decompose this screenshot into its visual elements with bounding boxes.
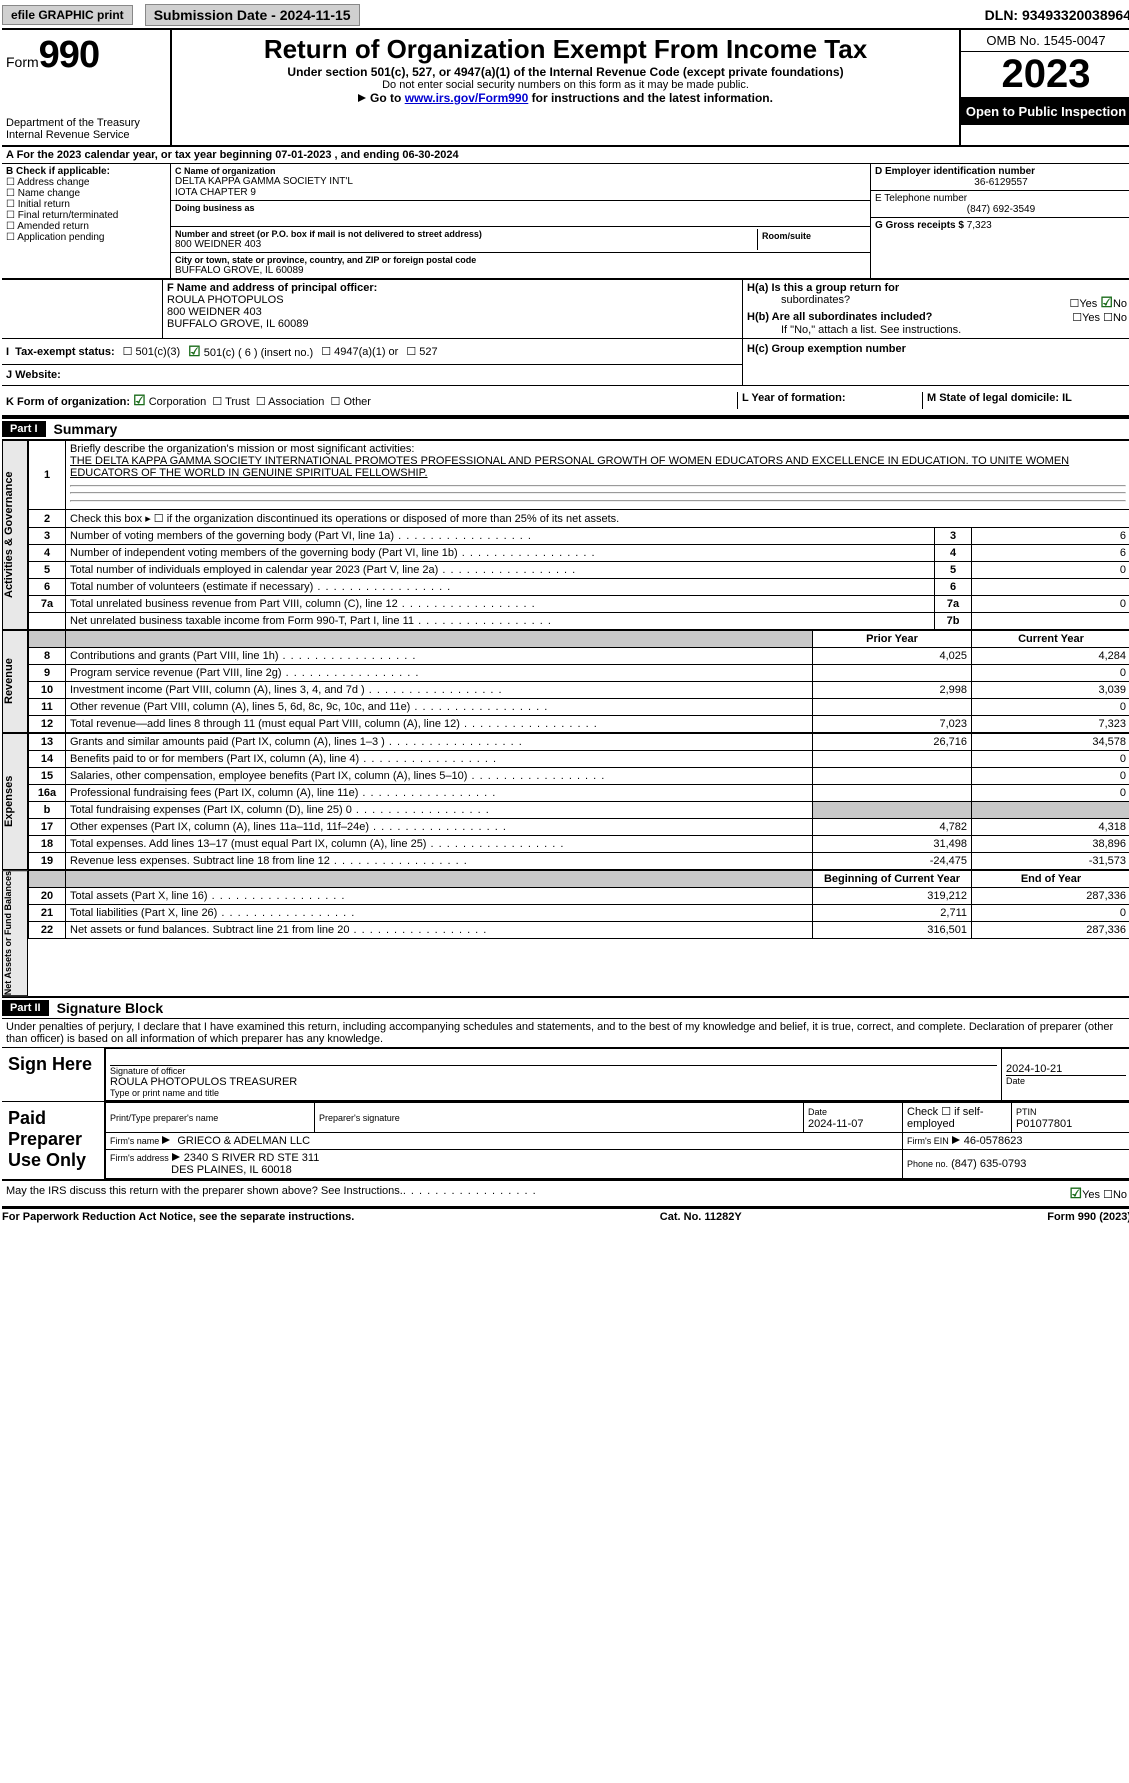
topbar: efile GRAPHIC print Submission Date - 20… [2,2,1129,30]
city: BUFFALO GROVE, IL 60089 [175,265,866,276]
form-header: Form990 Department of the Treasury Inter… [2,30,1129,147]
tel-lbl: E Telephone number [875,193,1127,204]
dln: DLN: 93493320038964 [985,7,1129,23]
addr: 800 WEIDNER 403 [175,239,757,250]
table-exp: 13Grants and similar amounts paid (Part … [28,733,1129,870]
check-address: ☐ Address change [6,177,166,188]
officer-l2: 800 WEIDNER 403 [167,306,738,318]
box-b: B Check if applicable: ☐ Address change … [2,164,171,278]
tax-year: 2023 [961,52,1129,98]
part1-title: Summary [46,419,126,439]
box-b-title: B Check if applicable: [6,166,166,177]
declaration: Under penalties of perjury, I declare th… [2,1019,1129,1048]
form-footer: Form 990 (2023) [1047,1211,1129,1223]
officer-l1: ROULA PHOTOPULOS [167,294,738,306]
ha2: subordinates? [781,294,850,311]
dba-lbl: Doing business as [175,203,866,213]
check-pending: ☐ Application pending [6,232,166,243]
paid-preparer: Paid Preparer Use Only [2,1102,105,1179]
check-amended: ☐ Amended return [6,221,166,232]
form-sub3-pre: Go to [370,91,405,105]
efile-button[interactable]: efile GRAPHIC print [2,5,133,25]
hc-lbl: H(c) Group exemption number [747,343,1127,355]
form-title: Return of Organization Exempt From Incom… [178,34,953,65]
tel: (847) 692-3549 [875,204,1127,215]
row-a-taxyear: A For the 2023 calendar year, or tax yea… [2,147,1129,164]
room-lbl: Room/suite [762,231,862,241]
gross-lbl: G Gross receipts $ [875,220,964,231]
gross: 7,323 [967,220,992,231]
part2-title: Signature Block [49,998,172,1018]
form-sub1: Under section 501(c), 527, or 4947(a)(1)… [178,65,953,79]
org-name2: IOTA CHAPTER 9 [175,187,866,198]
form-sub2: Do not enter social security numbers on … [178,79,953,91]
ein: 36-6129557 [875,177,1127,188]
irs-label: Internal Revenue Service [6,129,166,141]
name-lbl: C Name of organization [175,166,866,176]
row-j-lbl: J Website: [6,369,61,381]
ha-lbl: H(a) Is this a group return for [747,282,899,294]
sig-date: 2024-10-21 [1006,1063,1126,1076]
pra-notice: For Paperwork Reduction Act Notice, see … [2,1211,354,1223]
side-net: Net Assets or Fund Balances [2,870,28,996]
part2-hdr: Part II [2,1000,49,1016]
part1-hdr: Part I [2,421,46,437]
hb2: If "No," attach a list. See instructions… [781,324,1127,336]
cat-no: Cat. No. 11282Y [660,1211,742,1223]
irs-link[interactable]: www.irs.gov/Form990 [405,91,529,105]
side-ag: Activities & Governance [2,440,28,630]
hb-lbl: H(b) Are all subordinates included? [747,311,932,324]
table-net: Beginning of Current YearEnd of Year 20T… [28,870,1129,939]
officer-sig-name: ROULA PHOTOPULOS TREASURER [110,1076,997,1088]
dept-treasury: Department of the Treasury [6,117,166,129]
org-name1: DELTA KAPPA GAMMA SOCIETY INT'L [175,176,866,187]
omb-number: OMB No. 1545-0047 [961,30,1129,52]
ein-lbl: D Employer identification number [875,166,1127,177]
arrow-icon [358,94,366,102]
check-final: ☐ Final return/terminated [6,210,166,221]
addr-lbl: Number and street (or P.O. box if mail i… [175,229,757,239]
row-k-lbl: K Form of organization: [6,396,130,408]
header-grid: B Check if applicable: ☐ Address change … [2,164,1129,280]
discuss-text: May the IRS discuss this return with the… [6,1185,403,1202]
side-rev: Revenue [2,630,28,733]
form-number: 990 [39,34,99,76]
side-exp: Expenses [2,733,28,870]
form-sub3-post: for instructions and the latest informat… [528,91,773,105]
row-i-lbl: I Tax-exempt status: [6,346,115,358]
box-f-lbl: F Name and address of principal officer: [167,282,738,294]
submission-date: Submission Date - 2024-11-15 [145,4,360,26]
table-rev: Prior YearCurrent Year 8Contributions an… [28,630,1129,733]
form-label: Form [6,54,39,70]
sign-here: Sign Here [2,1048,105,1101]
check-name: ☐ Name change [6,188,166,199]
officer-l3: BUFFALO GROVE, IL 60089 [167,318,738,330]
city-lbl: City or town, state or province, country… [175,255,866,265]
table-ag: 1 Briefly describe the organization's mi… [28,440,1129,630]
check-initial: ☐ Initial return [6,199,166,210]
mission-text: THE DELTA KAPPA GAMMA SOCIETY INTERNATIO… [70,455,1069,479]
open-inspection: Open to Public Inspection [961,98,1129,125]
